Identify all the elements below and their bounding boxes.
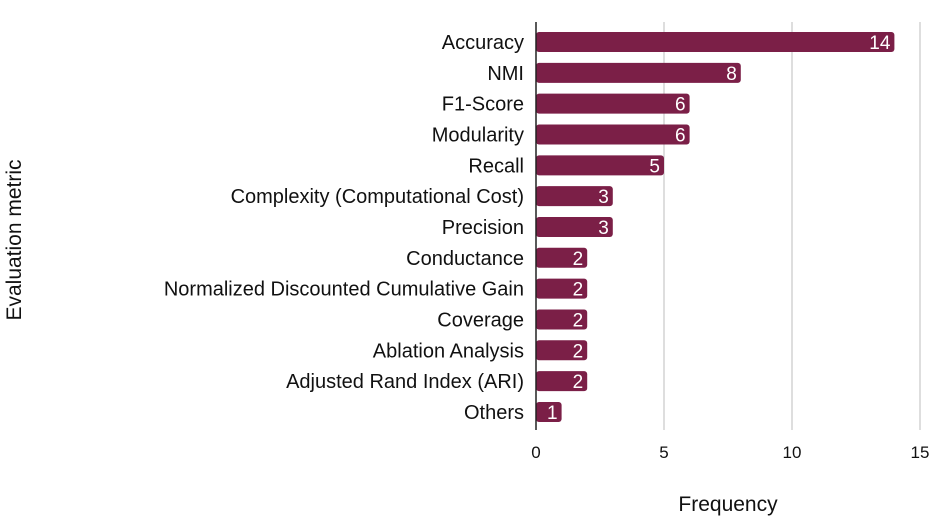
bar: [536, 278, 588, 299]
bar-value-label: 5: [649, 156, 660, 177]
category-label: Complexity (Computational Cost): [231, 186, 524, 208]
bar: [536, 124, 690, 145]
bar: [536, 155, 664, 176]
category-label: Conductance: [406, 248, 524, 270]
bar: [536, 216, 613, 237]
bar: [536, 371, 588, 392]
category-label: Recall: [468, 155, 524, 177]
category-label: Modularity: [432, 124, 524, 146]
bar-value-label: 3: [598, 187, 609, 208]
x-tick-labels: 0 5 10 15: [531, 443, 929, 462]
x-tick-label: 5: [659, 443, 668, 462]
category-labels: Accuracy NMI F1-Score Modularity Recall Compl…: [164, 32, 524, 424]
bar: [536, 401, 562, 422]
x-axis-title: Frequency: [678, 493, 778, 516]
bar-value-label: 6: [675, 95, 686, 116]
bar-value-label: 2: [573, 310, 584, 331]
category-label: Others: [464, 402, 524, 424]
bar-value-label: 1: [547, 403, 558, 424]
y-axis-title: Evaluation metric: [3, 159, 26, 320]
bar-value-label: 2: [573, 341, 584, 362]
bar-value-label: 2: [573, 280, 584, 301]
bar: [536, 62, 741, 83]
x-tick-label: 10: [783, 443, 802, 462]
bar-value-label: 2: [573, 249, 584, 270]
bar-value-label: 8: [726, 64, 737, 85]
category-label: Precision: [442, 217, 524, 239]
bar: [536, 247, 588, 268]
category-label: NMI: [487, 63, 524, 85]
bar-value-label: 14: [869, 33, 891, 54]
bar: [536, 93, 690, 114]
bar: [536, 340, 588, 361]
bar-value-label: 6: [675, 125, 686, 146]
category-label: Ablation Analysis: [373, 340, 524, 362]
x-tick-label: 0: [531, 443, 540, 462]
category-label: Adjusted Rand Index (ARI): [286, 371, 524, 393]
gridlines: [663, 22, 921, 430]
bar: [536, 32, 895, 52]
x-tick-label: 15: [911, 443, 930, 462]
bar-value-label: 2: [573, 372, 584, 393]
bar-value-label: 3: [598, 218, 609, 239]
category-label: Accuracy: [442, 32, 524, 54]
category-label: F1-Score: [442, 94, 524, 116]
category-label: Normalized Discounted Cumulative Gain: [164, 279, 524, 301]
category-label: Coverage: [437, 309, 524, 331]
bar: [536, 309, 588, 330]
bar: [536, 186, 613, 207]
